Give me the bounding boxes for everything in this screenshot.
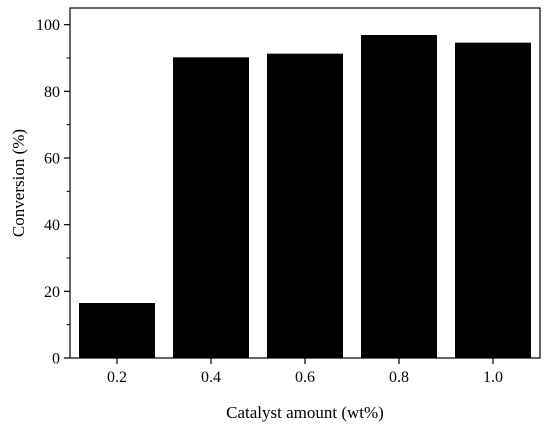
- y-tick-label: 80: [44, 84, 60, 101]
- bar-0.8: [361, 35, 437, 358]
- y-axis-title: Conversion (%): [9, 129, 28, 237]
- y-tick-label: 20: [44, 284, 60, 301]
- bar-0.2: [79, 303, 155, 358]
- x-axis-title: Catalyst amount (wt%): [226, 403, 384, 422]
- plot-area: 0 20 40 60 80 100 0.2 0.4 0.6 0.8 1.0: [36, 7, 541, 386]
- bar-1.0: [455, 42, 531, 359]
- x-tick-label: 0.8: [389, 369, 409, 386]
- y-tick-label: 60: [44, 151, 60, 168]
- x-tick-label: 0.2: [107, 369, 127, 386]
- bar-0.6: [267, 53, 343, 359]
- y-tick-label: 40: [44, 217, 60, 234]
- x-tick-label: 1.0: [483, 369, 503, 386]
- x-tick-label: 0.4: [201, 369, 221, 386]
- y-tick-label: 0: [52, 351, 60, 368]
- bar-0.4: [173, 57, 249, 358]
- y-tick-label: 100: [36, 17, 60, 34]
- x-tick-label: 0.6: [295, 369, 315, 386]
